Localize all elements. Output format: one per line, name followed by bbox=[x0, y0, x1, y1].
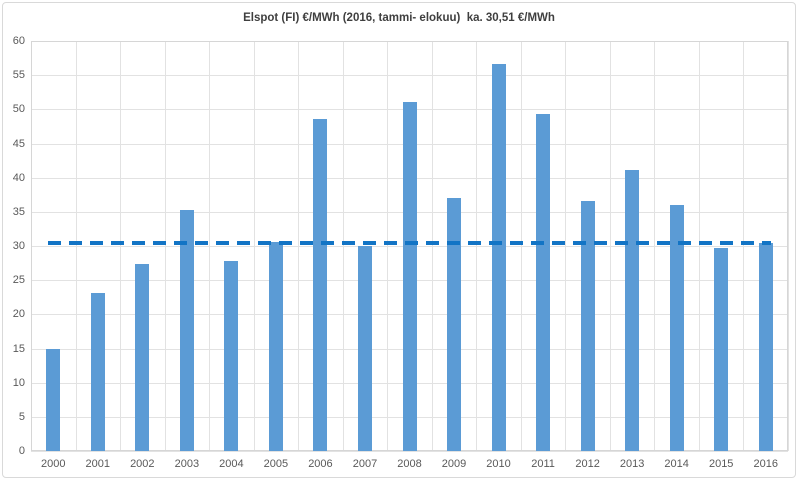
x-axis-label: 2003 bbox=[174, 458, 200, 470]
bar-2012 bbox=[580, 200, 595, 451]
gridline-vertical bbox=[609, 41, 611, 451]
gridline-vertical bbox=[387, 41, 389, 451]
y-axis-label: 5 bbox=[18, 410, 25, 423]
bar-2000 bbox=[46, 348, 61, 451]
gridline-vertical bbox=[164, 41, 166, 451]
bar-2015 bbox=[714, 248, 729, 451]
gridline-vertical bbox=[298, 41, 300, 451]
bar-2013 bbox=[625, 169, 640, 451]
bar-2006 bbox=[313, 119, 328, 451]
x-axis-label: 2011 bbox=[531, 458, 555, 470]
bar-2002 bbox=[135, 264, 150, 451]
y-axis-label: 10 bbox=[12, 376, 25, 389]
gridline-vertical bbox=[698, 41, 700, 451]
y-axis-label: 40 bbox=[12, 171, 25, 184]
bar-2005 bbox=[268, 242, 283, 451]
x-axis-label: 2009 bbox=[441, 458, 467, 470]
gridline-vertical bbox=[520, 41, 522, 451]
bar-2007 bbox=[357, 245, 372, 451]
y-axis-label: 45 bbox=[12, 137, 25, 150]
gridline-vertical bbox=[75, 41, 77, 451]
gridline-vertical bbox=[743, 41, 745, 451]
gridline-horizontal bbox=[31, 75, 788, 77]
x-axis-label: 2016 bbox=[753, 458, 778, 470]
gridline-vertical bbox=[476, 41, 478, 451]
bar-2014 bbox=[669, 204, 684, 451]
y-axis-label: 0 bbox=[18, 445, 25, 457]
x-axis-label: 2015 bbox=[708, 458, 734, 470]
bar-2001 bbox=[90, 292, 105, 451]
y-axis-label: 25 bbox=[12, 274, 25, 287]
x-axis-label: 2014 bbox=[664, 458, 689, 470]
x-axis-label: 2006 bbox=[308, 458, 333, 470]
x-axis-label: 2005 bbox=[263, 458, 289, 470]
gridline-vertical bbox=[209, 41, 211, 451]
bar-2010 bbox=[491, 63, 506, 451]
y-axis-label: 20 bbox=[12, 308, 25, 321]
bar-2011 bbox=[536, 114, 551, 451]
y-axis-label: 50 bbox=[12, 103, 25, 116]
gridline-vertical bbox=[788, 41, 789, 451]
x-axis-label: 2007 bbox=[352, 458, 378, 470]
y-axis-label: 35 bbox=[12, 205, 25, 218]
x-axis-label: 2010 bbox=[486, 458, 511, 470]
x-axis-label: 2008 bbox=[397, 458, 422, 470]
x-axis-label: 2001 bbox=[85, 458, 111, 470]
gridline-vertical bbox=[342, 41, 344, 451]
bar-2016 bbox=[758, 242, 773, 451]
x-axis-label: 2013 bbox=[619, 458, 645, 470]
chart-title: Elspot (FI) €/MWh (2016, tammi- elokuu) … bbox=[243, 12, 555, 24]
gridline-horizontal bbox=[31, 451, 788, 452]
average-line bbox=[48, 240, 771, 245]
x-axis-label: 2000 bbox=[41, 458, 66, 470]
bar-2009 bbox=[447, 198, 462, 451]
x-axis-label: 2012 bbox=[575, 458, 600, 470]
bar-2008 bbox=[402, 102, 417, 451]
gridline-vertical bbox=[654, 41, 656, 451]
gridline-vertical bbox=[431, 41, 433, 451]
y-axis-label: 30 bbox=[12, 240, 25, 252]
gridline-vertical bbox=[120, 41, 122, 451]
y-axis-label: 15 bbox=[12, 342, 25, 355]
bar-2003 bbox=[179, 209, 194, 451]
x-axis-label: 2004 bbox=[219, 458, 244, 470]
x-axis-label: 2002 bbox=[130, 458, 155, 470]
bar-2004 bbox=[224, 261, 239, 451]
gridline-vertical bbox=[253, 41, 255, 451]
y-axis-label: 55 bbox=[12, 69, 25, 82]
y-axis-label: 60 bbox=[12, 35, 25, 47]
gridline-vertical bbox=[565, 41, 567, 451]
